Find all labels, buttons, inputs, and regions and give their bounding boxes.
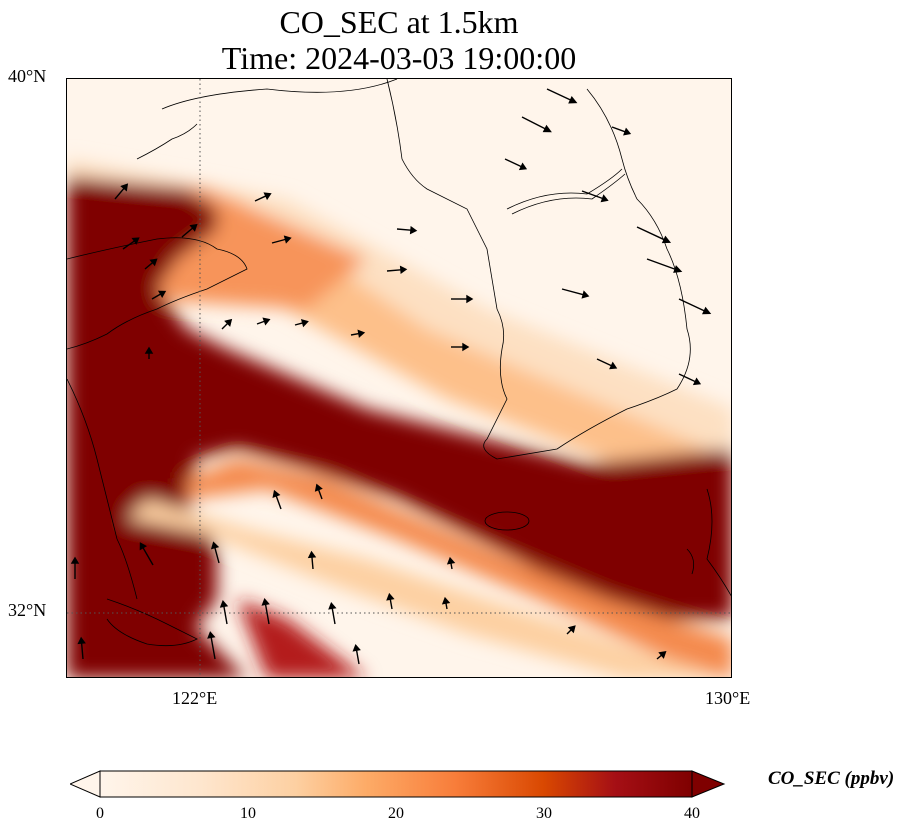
lon-tick-label: 122°E — [172, 688, 218, 708]
plume-layers — [67, 159, 731, 677]
colorbar-tick: 10 — [240, 805, 256, 822]
map-title-line2: Time: 2024-03-03 19:00:00 — [221, 40, 577, 76]
lat-tick-label: 32°N — [8, 600, 47, 620]
colorbar-tick: 20 — [388, 805, 404, 822]
map-title-line1: CO_SEC at 1.5km — [279, 4, 519, 40]
lon-tick-label: 130°E — [705, 688, 751, 708]
map-plot-area — [66, 78, 732, 678]
colorbar — [68, 770, 726, 798]
colorbar-tick: 30 — [536, 805, 552, 822]
colorbar-tick: 40 — [684, 805, 700, 822]
colorbar-svg — [68, 770, 726, 798]
coastlines — [67, 79, 731, 647]
wind-vectors — [70, 88, 712, 665]
gridlines — [67, 79, 731, 677]
lat-tick-label: 40°N — [8, 66, 47, 86]
colorbar-label: CO_SEC (ppbv) — [768, 768, 895, 789]
map-canvas — [67, 79, 731, 677]
colorbar-tick: 0 — [96, 805, 104, 822]
